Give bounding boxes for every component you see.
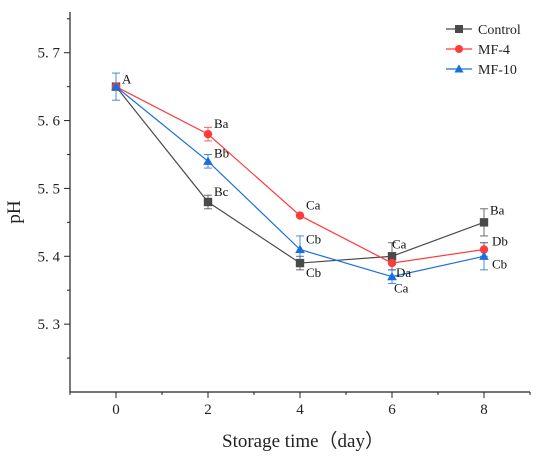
point-label: Ca bbox=[306, 198, 321, 213]
x-tick-label: 4 bbox=[296, 402, 304, 418]
legend-marker bbox=[454, 64, 464, 73]
legend-marker bbox=[455, 25, 463, 33]
legend-label: MF-4 bbox=[478, 43, 510, 58]
x-tick-label: 6 bbox=[388, 402, 396, 418]
y-tick-label: 5. 6 bbox=[38, 114, 61, 130]
point-label: A bbox=[122, 72, 132, 87]
data-point-mf-10 bbox=[203, 156, 213, 165]
point-label: Cb bbox=[306, 265, 321, 280]
point-label: Cb bbox=[306, 232, 321, 247]
data-point-mf-4 bbox=[387, 258, 397, 268]
point-label: Db bbox=[492, 234, 508, 249]
data-point-control bbox=[295, 258, 305, 268]
point-label: Cb bbox=[492, 256, 507, 271]
y-tick-label: 5. 5 bbox=[38, 181, 61, 197]
x-axis-title: Storage time（day） bbox=[222, 430, 384, 452]
y-tick-label: 5. 4 bbox=[38, 249, 61, 265]
x-tick-label: 2 bbox=[204, 402, 212, 418]
series-markers bbox=[111, 81, 489, 281]
point-label: Ca bbox=[392, 236, 407, 251]
point-label: Ba bbox=[214, 116, 229, 131]
data-point-control bbox=[387, 252, 397, 261]
point-label: Bb bbox=[214, 145, 229, 160]
point-label: Ca bbox=[394, 281, 409, 296]
data-point-mf-10 bbox=[295, 244, 305, 254]
y-tick-label: 5. 7 bbox=[38, 46, 61, 62]
data-point-mf-4 bbox=[479, 245, 489, 254]
legend-marker bbox=[455, 45, 463, 53]
point-label: Da bbox=[396, 265, 411, 280]
data-point-mf-10 bbox=[111, 81, 121, 91]
data-point-mf-10 bbox=[479, 251, 489, 260]
y-axis-title: pH bbox=[4, 200, 25, 224]
data-point-mf-4 bbox=[203, 129, 213, 139]
point-label: Bc bbox=[214, 184, 229, 199]
legend-label: MF-10 bbox=[478, 63, 517, 78]
data-point-mf-10 bbox=[387, 271, 397, 281]
x-tick-label: 8 bbox=[480, 402, 488, 418]
legend-label: Control bbox=[478, 23, 521, 38]
data-point-mf-4 bbox=[295, 211, 305, 220]
legend: Control MF-4 MF-10 bbox=[446, 23, 521, 78]
y-tick-label: 5. 3 bbox=[38, 317, 61, 333]
axes: 0 2 4 6 8 5. 3 5. 4 5. 5 5. 6 5. 7 bbox=[38, 12, 531, 418]
x-tick-label: 0 bbox=[112, 402, 120, 418]
data-point-control bbox=[479, 218, 489, 227]
point-label: Ba bbox=[490, 202, 505, 217]
data-point-control bbox=[203, 197, 213, 207]
